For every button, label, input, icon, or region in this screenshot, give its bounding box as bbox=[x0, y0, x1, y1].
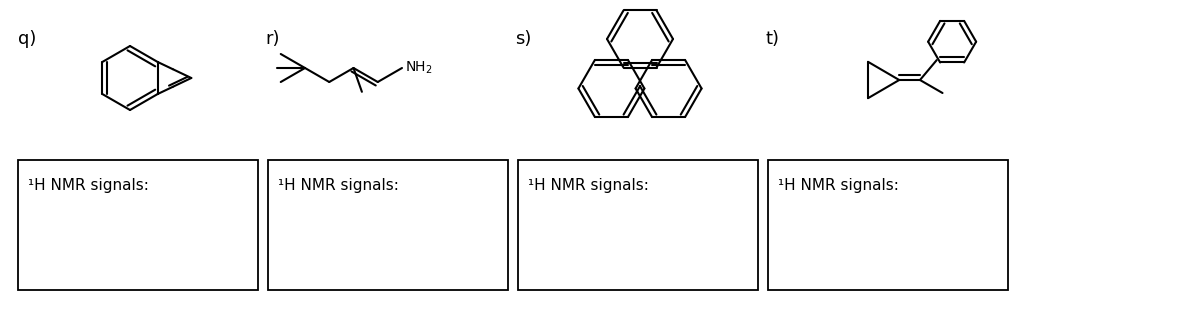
Text: q): q) bbox=[18, 30, 36, 48]
Bar bbox=[518, 160, 758, 290]
Text: s): s) bbox=[515, 30, 532, 48]
Bar bbox=[268, 160, 508, 290]
Text: ¹H NMR signals:: ¹H NMR signals: bbox=[528, 178, 649, 193]
Text: ¹H NMR signals:: ¹H NMR signals: bbox=[28, 178, 149, 193]
Text: t): t) bbox=[766, 30, 779, 48]
Bar bbox=[18, 160, 258, 290]
Bar bbox=[768, 160, 1008, 290]
Text: NH$_2$: NH$_2$ bbox=[404, 60, 433, 76]
Text: r): r) bbox=[265, 30, 280, 48]
Text: ¹H NMR signals:: ¹H NMR signals: bbox=[778, 178, 899, 193]
Text: ¹H NMR signals:: ¹H NMR signals: bbox=[278, 178, 398, 193]
